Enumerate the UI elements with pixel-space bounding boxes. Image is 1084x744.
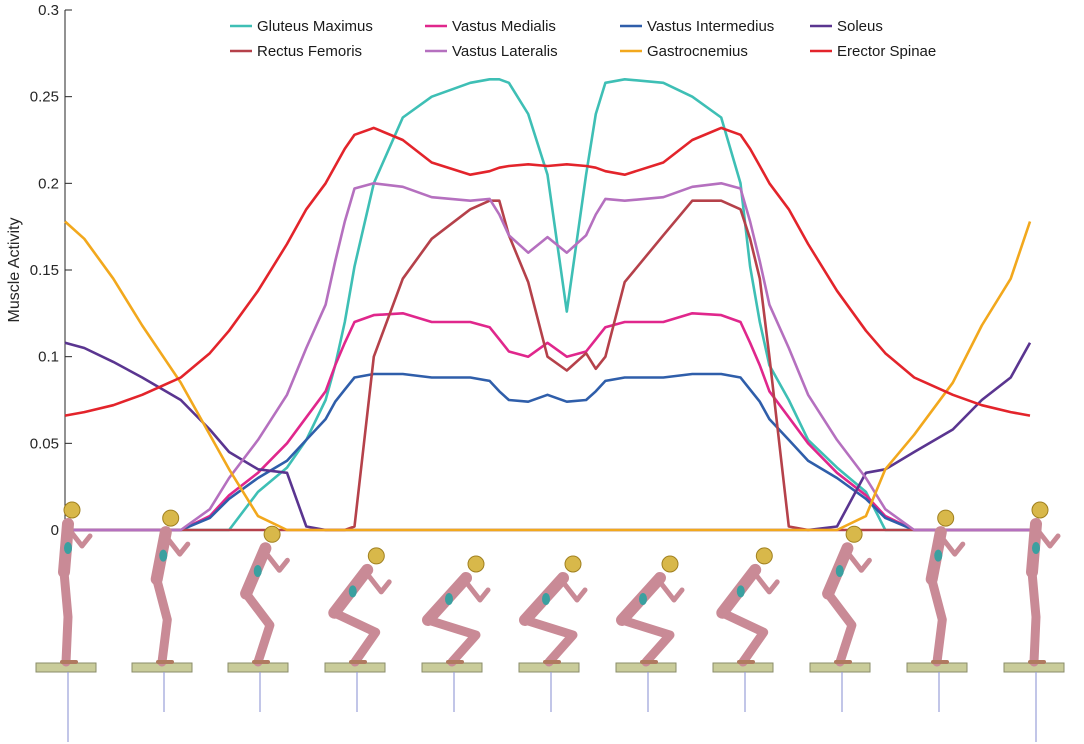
- posture-figure: [906, 509, 968, 712]
- squat-posture-figures: [35, 501, 1065, 742]
- y-axis-label: Muscle Activity: [6, 218, 23, 323]
- posture-figure: [324, 547, 392, 712]
- axes: 0 0.05 0.1 0.15 0.2 0.25 0.3: [30, 2, 72, 539]
- posture-figure: [421, 555, 491, 712]
- y-tick-label: 0.2: [38, 175, 59, 192]
- legend-entry: Rectus Femoris: [257, 43, 362, 60]
- legend-entry: Gastrocnemius: [647, 43, 748, 60]
- series-line-7: [64, 126, 1031, 417]
- legend-entry: Gluteus Maximus: [257, 18, 373, 35]
- y-tick-label: 0: [51, 522, 59, 539]
- y-tick-label: 0.3: [38, 2, 59, 19]
- legend-entry: Vastus Intermedius: [647, 18, 774, 35]
- series-line-6: [64, 220, 1032, 532]
- series-line-5: [65, 182, 1030, 532]
- y-tick-label: 0.1: [38, 349, 59, 366]
- posture-figure: [518, 555, 588, 712]
- legend-entry: Vastus Medialis: [452, 18, 556, 35]
- posture-figure: [227, 525, 290, 712]
- y-tick-label: 0.15: [30, 262, 59, 279]
- series-lines: [64, 78, 1032, 532]
- series-line-2: [65, 372, 1030, 532]
- series-line-1: [65, 311, 1030, 532]
- series-line-4: [65, 199, 1030, 532]
- posture-figure: [1003, 501, 1065, 742]
- legend-entry: Erector Spinae: [837, 43, 936, 60]
- legend: Gluteus Maximus Vastus Medialis Vastus Int…: [230, 18, 936, 60]
- legend-entry: Soleus: [837, 18, 883, 35]
- y-tick-label: 0.05: [30, 435, 59, 452]
- y-tick-label: 0.25: [30, 89, 59, 106]
- legend-entry: Vastus Lateralis: [452, 43, 558, 60]
- series-line-0: [65, 78, 1030, 532]
- posture-figure: [131, 509, 193, 712]
- posture-figure: [809, 525, 872, 712]
- posture-figure: [35, 501, 97, 742]
- posture-figure: [615, 555, 685, 712]
- posture-figure: [712, 547, 780, 712]
